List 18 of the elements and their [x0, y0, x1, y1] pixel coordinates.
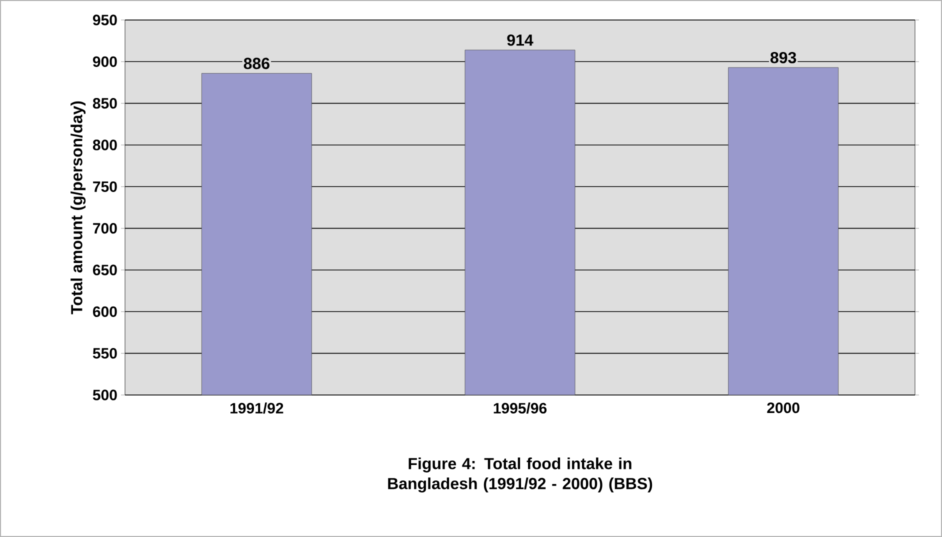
- y-axis-title: Total amount (g/person/day): [70, 101, 86, 314]
- y-tick-label: 900: [92, 56, 117, 67]
- data-label: 914: [507, 34, 534, 46]
- data-label: 886: [244, 58, 270, 70]
- y-tick-label: 750: [93, 181, 117, 192]
- y-tick-label: 850: [92, 98, 117, 109]
- caption: Figure 4: Total food intake in Bangladesh (1991/92 - 2000) (BBS): [388, 457, 652, 492]
- y-tick-label: 600: [92, 306, 117, 317]
- y-tick-label: 700: [93, 223, 117, 234]
- x-tick-label: 2000: [767, 402, 800, 414]
- y-tick-label: 500: [92, 390, 117, 400]
- y-tick-label: 550: [92, 348, 117, 359]
- y-tick-label: 950: [92, 14, 117, 26]
- y-tick-label: 650: [92, 264, 117, 276]
- x-tick-label: 1991/92: [230, 402, 284, 414]
- y-tick-label: 800: [92, 140, 117, 150]
- x-tick-label: 1995/96: [494, 402, 547, 414]
- data-label: 893: [770, 52, 796, 64]
